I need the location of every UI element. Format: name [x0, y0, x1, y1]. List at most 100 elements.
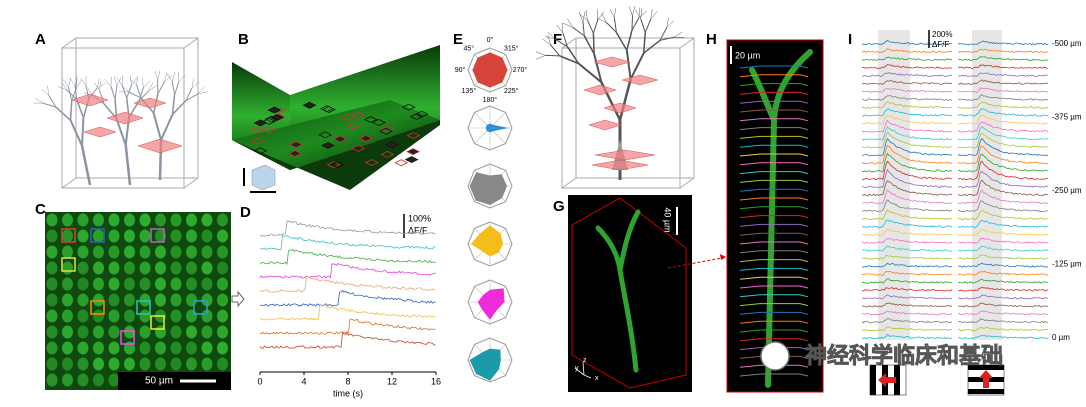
- cell-body: [170, 293, 182, 307]
- box-edge: [61, 37, 77, 49]
- dendrite: [650, 11, 658, 20]
- dendrite: [550, 44, 561, 57]
- scan-tile: [394, 159, 409, 167]
- dendrite: [116, 77, 122, 86]
- trace: [957, 93, 1049, 101]
- dendrite: [164, 72, 168, 82]
- cell-body: [170, 213, 182, 227]
- scan-line: [739, 197, 809, 201]
- dendrite: [121, 85, 129, 93]
- dendrite: [66, 89, 78, 100]
- scan-tile: [262, 117, 277, 125]
- axis-label: z: [583, 357, 587, 364]
- cell-body: [186, 341, 197, 355]
- dendrite: [69, 100, 73, 121]
- x-tick-label: 0: [257, 376, 262, 386]
- scan-tile: [264, 115, 279, 123]
- dendrite: [628, 6, 633, 16]
- cell-body: [201, 325, 213, 339]
- cell-body: [139, 309, 151, 323]
- scan-line: [739, 206, 809, 210]
- scan-tile: [385, 141, 400, 149]
- cell-body: [217, 341, 228, 355]
- cell-body: [124, 309, 135, 323]
- dendrite: [673, 31, 683, 38]
- cell-body: [108, 373, 120, 387]
- dendrite: [94, 82, 100, 91]
- scale-bar-label: ΔF/F: [408, 225, 428, 235]
- dendrite: [143, 80, 151, 88]
- angle-label: 90°: [455, 66, 466, 74]
- axis-arrow: [574, 367, 585, 376]
- imaging-plane: [603, 102, 637, 114]
- trace: [957, 335, 1048, 340]
- cell-body: [62, 213, 73, 227]
- trace: [957, 254, 1049, 260]
- scan-line: [739, 65, 809, 69]
- trace: [861, 294, 953, 300]
- box-edge: [183, 37, 199, 49]
- trace: [861, 278, 952, 284]
- dendrite: [171, 72, 176, 82]
- dendrite: [141, 78, 144, 88]
- cell-body: [93, 229, 104, 243]
- dendrite: [55, 106, 72, 121]
- trace: [957, 245, 1049, 252]
- scan-tile: [372, 119, 386, 126]
- scan-tile: [359, 134, 373, 142]
- dendrite: [47, 85, 50, 96]
- neuron-3d: [595, 209, 641, 373]
- dendrite: [87, 87, 94, 96]
- scan-line: [739, 109, 809, 113]
- wechat-icon: [760, 341, 790, 371]
- cell-body: [62, 245, 73, 259]
- chessboard-caption: chessboard: [310, 46, 367, 58]
- cell-body: [77, 277, 89, 291]
- tuning-shape: [472, 52, 508, 88]
- trace: [957, 238, 1049, 244]
- trace: [957, 145, 1049, 165]
- scan-line: [739, 91, 809, 95]
- dendrite: [749, 49, 813, 388]
- axis-label: y: [575, 365, 579, 372]
- cell-body: [108, 245, 120, 259]
- cell-body: [46, 261, 58, 275]
- cell-body: [201, 245, 213, 259]
- scan-tile: [288, 150, 303, 157]
- cell-body: [155, 341, 166, 355]
- scan-tile: [250, 126, 264, 134]
- scan-tile: [289, 141, 303, 149]
- tuning-shape: [470, 225, 503, 257]
- cell-body: [186, 325, 197, 339]
- cell-body: [46, 357, 58, 371]
- panel-letter: F: [553, 31, 562, 48]
- cell-body: [62, 277, 73, 291]
- dendrite: [174, 81, 180, 96]
- dendrite: [562, 32, 568, 47]
- cell-body: [124, 357, 135, 371]
- scan-tile: [363, 116, 378, 124]
- scan-line: [739, 100, 809, 104]
- trace: [861, 228, 953, 236]
- scale-bar-label: ΔF/F: [932, 40, 949, 49]
- trace: [861, 119, 953, 133]
- trace: [957, 327, 1049, 332]
- cell-body: [46, 213, 58, 227]
- dendrite: [164, 75, 172, 83]
- cell-body: [77, 373, 89, 387]
- trace: [957, 262, 1049, 268]
- dendrite: [559, 55, 580, 65]
- cell-body: [139, 293, 151, 307]
- box-edge: [561, 37, 577, 49]
- cell-body: [155, 293, 166, 307]
- scan-tile: [406, 148, 420, 156]
- trace: [861, 101, 953, 109]
- link-arrow-head: [720, 254, 726, 260]
- depth-label: 0 µm: [1052, 333, 1070, 342]
- roi-box: [120, 330, 135, 345]
- dendrite: [556, 24, 564, 34]
- dendrite: [138, 90, 150, 102]
- dendrite: [535, 55, 546, 60]
- trace: [957, 48, 1049, 54]
- trace: [861, 245, 953, 252]
